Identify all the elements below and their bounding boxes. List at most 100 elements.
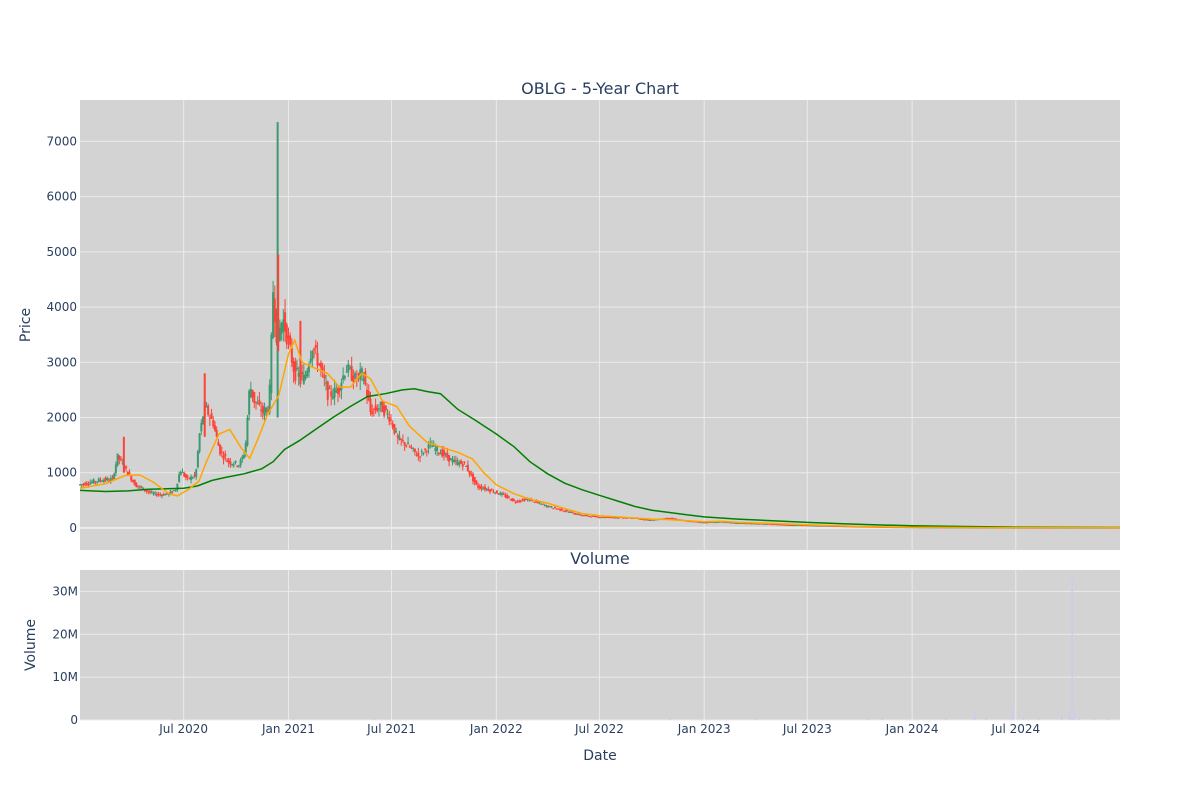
candle-body-396 bbox=[755, 523, 758, 525]
volume-bar-2 bbox=[373, 719, 376, 720]
candle-body-424 bbox=[803, 525, 806, 527]
candle-body-58 bbox=[178, 474, 181, 483]
candle-body-239 bbox=[487, 488, 490, 491]
candle-body-81 bbox=[217, 442, 220, 446]
candle-body-271 bbox=[542, 503, 545, 505]
price-y-tick-label-2: 2000 bbox=[46, 410, 77, 424]
candle-body-44 bbox=[154, 492, 157, 494]
candle-body-280 bbox=[557, 508, 560, 510]
candle-body-21 bbox=[114, 464, 117, 474]
candle-body-60 bbox=[181, 471, 184, 473]
volume-bar-19 bbox=[1107, 718, 1109, 720]
candle-body-17 bbox=[108, 480, 111, 482]
volume-bar-13 bbox=[1061, 714, 1063, 720]
candle-body-391 bbox=[747, 523, 750, 525]
candle-body-395 bbox=[753, 523, 756, 525]
candle-body-307 bbox=[603, 517, 606, 519]
candle-body-393 bbox=[750, 523, 753, 525]
candle-body-231 bbox=[473, 477, 476, 483]
candle-body-156 bbox=[345, 371, 348, 373]
candle-body-24 bbox=[120, 459, 123, 461]
candle-body-124 bbox=[290, 348, 293, 363]
candle-body-289 bbox=[572, 513, 575, 515]
candle-body-249 bbox=[504, 494, 507, 498]
candle-body-12 bbox=[99, 479, 102, 481]
candle-body-331 bbox=[644, 519, 647, 521]
price-y-tick-label-6: 6000 bbox=[46, 190, 77, 204]
candle-body-217 bbox=[449, 458, 452, 461]
candle-body-105 bbox=[258, 400, 261, 405]
candle-body-90 bbox=[232, 464, 235, 466]
candle-body-157 bbox=[347, 364, 350, 373]
candle-body-335 bbox=[651, 519, 654, 521]
candle-body-183 bbox=[391, 423, 394, 428]
candle-body-215 bbox=[446, 452, 449, 458]
candle-body-384 bbox=[735, 522, 738, 524]
candle-body-146 bbox=[328, 387, 331, 389]
candle-body-192 bbox=[407, 442, 410, 445]
candle-body-279 bbox=[555, 508, 558, 510]
candle-body-125 bbox=[292, 361, 295, 372]
x-tick-label-1: Jan 2021 bbox=[261, 722, 315, 736]
candle-body-401 bbox=[764, 523, 767, 525]
candle-body-427 bbox=[808, 525, 811, 527]
candle-body-382 bbox=[731, 522, 734, 524]
candle-body-10 bbox=[96, 481, 99, 483]
candle-body-295 bbox=[583, 515, 586, 517]
candle-body-71 bbox=[200, 422, 203, 432]
candle-body-235 bbox=[480, 486, 483, 490]
volume-bar-6 bbox=[881, 718, 884, 720]
candle-body-256 bbox=[516, 500, 519, 503]
candle-body-261 bbox=[524, 499, 527, 501]
candle-body-139 bbox=[316, 353, 319, 366]
candle-body-232 bbox=[475, 480, 478, 485]
candle-body-143 bbox=[323, 374, 326, 379]
volume-bar-18 bbox=[1093, 718, 1095, 720]
candle-body-36 bbox=[140, 486, 143, 488]
candle-body-76 bbox=[208, 417, 211, 419]
candle-body-203 bbox=[425, 450, 428, 452]
candle-body-315 bbox=[617, 517, 620, 519]
candle-body-381 bbox=[729, 522, 732, 524]
volume-bar-16 bbox=[1073, 711, 1076, 720]
candle-body-409 bbox=[777, 524, 780, 526]
candle-body-94 bbox=[239, 459, 242, 466]
candle-body-216 bbox=[448, 455, 451, 462]
candle-body-243 bbox=[494, 492, 497, 494]
candle-body-309 bbox=[606, 516, 609, 518]
candle-body-422 bbox=[800, 525, 803, 527]
price-y-tick-label-0: 0 bbox=[69, 521, 77, 535]
candle-body-269 bbox=[538, 502, 541, 504]
candle-body-260 bbox=[523, 499, 526, 502]
candle-body-136 bbox=[311, 351, 314, 360]
chart-title: OBLG - 5-Year Chart bbox=[521, 79, 679, 98]
candle-body-167 bbox=[364, 371, 367, 385]
candle-body-209 bbox=[436, 446, 439, 451]
candle-body-227 bbox=[466, 464, 469, 472]
candle-body-230 bbox=[471, 473, 474, 481]
candle-body-89 bbox=[231, 464, 234, 466]
candle-body-282 bbox=[560, 508, 563, 511]
candle-body-210 bbox=[437, 452, 440, 454]
candle-body-161 bbox=[354, 373, 357, 378]
candle-body-298 bbox=[588, 515, 591, 517]
volume-bar-14 bbox=[1068, 712, 1071, 720]
candle-body-68 bbox=[195, 469, 198, 478]
candle-body-165 bbox=[360, 368, 363, 373]
candle-body-429 bbox=[812, 525, 815, 527]
volume-bar-12 bbox=[1037, 717, 1040, 720]
candle-body-163 bbox=[357, 373, 360, 375]
candle-body-158 bbox=[348, 367, 351, 369]
candle-body-275 bbox=[548, 506, 551, 508]
x-tick-label-0: Jul 2020 bbox=[158, 722, 208, 736]
candle-body-277 bbox=[552, 508, 555, 510]
candle-body-173 bbox=[374, 405, 377, 411]
candle-body-110 bbox=[266, 410, 269, 412]
candle-body-421 bbox=[798, 525, 801, 527]
volume-bar-9 bbox=[985, 717, 987, 720]
candle-body-39 bbox=[145, 490, 148, 492]
candle-body-406 bbox=[772, 524, 775, 526]
candle-body-416 bbox=[789, 524, 792, 526]
candle-body-96 bbox=[243, 454, 246, 458]
candle-body-85 bbox=[224, 453, 227, 457]
